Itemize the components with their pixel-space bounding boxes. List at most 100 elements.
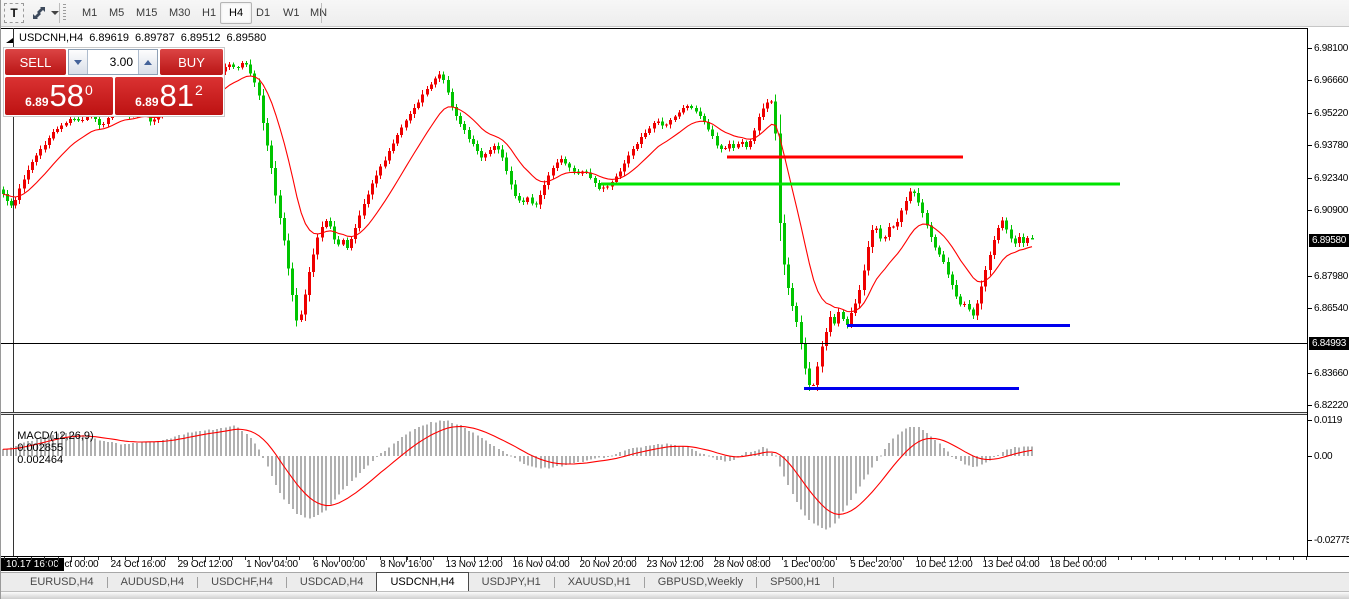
- sell-price-big: 58: [49, 78, 85, 113]
- timeframe-button-h1[interactable]: H1: [202, 7, 217, 19]
- time-axis-minor-tick: [662, 557, 663, 560]
- tab-xauusd-h1[interactable]: XAUUSD,H1: [567, 576, 631, 588]
- buy-button[interactable]: BUY: [160, 49, 223, 75]
- time-axis-minor-tick: [1105, 557, 1106, 560]
- arrows-tool-button[interactable]: [28, 3, 62, 23]
- timeframe-button-d1[interactable]: D1: [256, 7, 271, 19]
- pane-divider[interactable]: [1, 412, 1349, 415]
- price-axis-tick: [1308, 113, 1312, 114]
- time-axis-minor-tick: [1131, 557, 1132, 560]
- tab-usdcad-h4[interactable]: USDCAD,H4: [299, 576, 364, 588]
- macd-axis-tick: [1308, 420, 1312, 421]
- time-axis-major-tick: [742, 557, 743, 562]
- time-axis-minor-tick: [796, 557, 797, 560]
- tab-gbpusd-weekly[interactable]: GBPUSD,Weekly: [657, 576, 744, 588]
- price-axis-label: 6.82220: [1314, 400, 1349, 411]
- macd-axis-tick: [1308, 540, 1312, 541]
- tab-sp500-h1[interactable]: SP500,H1: [770, 576, 821, 588]
- time-axis-minor-tick: [245, 557, 246, 560]
- tab-eurusd-h4[interactable]: EURUSD,H4: [30, 576, 94, 588]
- time-axis-label: 29 Oct 12:00: [177, 559, 233, 570]
- time-axis-minor-tick: [581, 557, 582, 560]
- price-axis-label: 6.90900: [1314, 205, 1349, 216]
- macd-axis-label: -0.02775: [1314, 535, 1349, 546]
- text-tool-label: T: [10, 6, 18, 20]
- time-axis-minor-tick: [957, 557, 958, 560]
- price-axis-label: 6.92340: [1314, 173, 1349, 184]
- price-axis-tick: [1308, 48, 1312, 49]
- time-axis-minor-tick: [903, 557, 904, 560]
- time-axis-minor-tick: [1212, 557, 1213, 560]
- buy-price-quote[interactable]: 6.89 81 2: [115, 77, 223, 115]
- time-axis-label: 23 Nov 12:00: [646, 559, 704, 570]
- chart-symbol-marker-icon: [6, 33, 13, 43]
- buy-price-pip: 2: [195, 81, 203, 98]
- triangle-down-icon: [74, 59, 83, 65]
- price-axis-tick: [1308, 373, 1312, 374]
- time-axis-minor-tick: [44, 557, 45, 560]
- time-axis-minor-tick: [688, 557, 689, 560]
- time-axis-minor-tick: [17, 557, 18, 560]
- tab-usdcnh-h4[interactable]: USDCNH,H4: [376, 572, 469, 591]
- buy-price-big: 81: [159, 78, 195, 113]
- time-axis-minor-tick: [756, 557, 757, 560]
- time-axis-minor-tick: [299, 557, 300, 560]
- tab-audusd-h4[interactable]: AUDUSD,H4: [120, 576, 185, 588]
- time-axis-minor-tick: [326, 557, 327, 560]
- macd-axis-tick: [1308, 456, 1312, 457]
- time-axis-minor-tick: [98, 557, 99, 560]
- time-axis-major-tick: [339, 557, 340, 562]
- timeframe-button-m1[interactable]: M1: [82, 7, 98, 19]
- text-tool-button[interactable]: T: [4, 3, 24, 23]
- time-axis-minor-tick: [621, 557, 622, 560]
- toolbar-drag-grip[interactable]: [63, 4, 66, 22]
- timeframe-button-m5[interactable]: M5: [109, 7, 125, 19]
- sell-price-quote[interactable]: 6.89 58 0: [5, 77, 113, 115]
- timeframe-button-h4[interactable]: H4: [220, 2, 253, 24]
- volume-input[interactable]: [88, 50, 139, 74]
- price-axis-tick: [1308, 80, 1312, 81]
- macd-signal-value: 0.002464: [17, 454, 64, 466]
- timeframe-button-w1[interactable]: W1: [283, 7, 300, 19]
- volume-decrease-button[interactable]: [69, 50, 89, 74]
- time-axis-major-tick: [138, 557, 139, 562]
- time-axis-minor-tick: [232, 557, 233, 560]
- time-axis-minor-tick: [420, 557, 421, 560]
- timeframe-button-m30[interactable]: M30: [169, 7, 191, 19]
- time-axis-minor-tick: [1252, 557, 1253, 560]
- toolbar-separator: [59, 3, 60, 23]
- time-axis-minor-tick: [635, 557, 636, 560]
- price-axis-label: 6.95220: [1314, 108, 1349, 119]
- time-axis-minor-tick: [178, 557, 179, 560]
- time-axis-minor-tick: [286, 557, 287, 560]
- tab-usdjpy-h1[interactable]: USDJPY,H1: [481, 576, 541, 588]
- time-axis-label: 13 Dec 04:00: [982, 559, 1040, 570]
- chart-frame-top-border: [1, 28, 1349, 29]
- vline-time-badge: 10.17 16:00: [1, 558, 64, 571]
- time-axis-minor-tick: [380, 557, 381, 560]
- price-axis-label: 6.93780: [1314, 140, 1349, 151]
- price-axis-label: 6.98100: [1314, 43, 1349, 54]
- time-axis-minor-tick: [1064, 557, 1065, 560]
- time-axis-major-tick: [608, 557, 609, 562]
- time-axis-major-tick: [406, 557, 407, 562]
- tab-usdchf-h4[interactable]: USDCHF,H4: [211, 576, 273, 588]
- macd-indicator-pane[interactable]: [1, 415, 1307, 556]
- macd-axis-label: 0.0119: [1314, 415, 1343, 426]
- price-axis-tick: [1308, 145, 1312, 146]
- timeframe-button-m15[interactable]: M15: [136, 7, 158, 19]
- sell-button-label: SELL: [19, 54, 52, 70]
- main-price-chart[interactable]: [1, 28, 1307, 412]
- time-axis-minor-tick: [1145, 557, 1146, 560]
- time-axis-label: 5 Dec 20:00: [850, 559, 902, 570]
- time-axis-major-tick: [541, 557, 542, 562]
- time-axis-minor-tick: [501, 557, 502, 560]
- time-axis-major-tick: [272, 557, 273, 562]
- sell-button[interactable]: SELL: [5, 49, 67, 75]
- time-axis-label: 8 Nov 16:00: [380, 559, 432, 570]
- timeframe-button-mn[interactable]: MN: [310, 7, 328, 19]
- price-axis-label: 6.96660: [1314, 75, 1349, 86]
- time-axis-label: 13 Nov 12:00: [445, 559, 503, 570]
- volume-increase-button[interactable]: [138, 50, 158, 74]
